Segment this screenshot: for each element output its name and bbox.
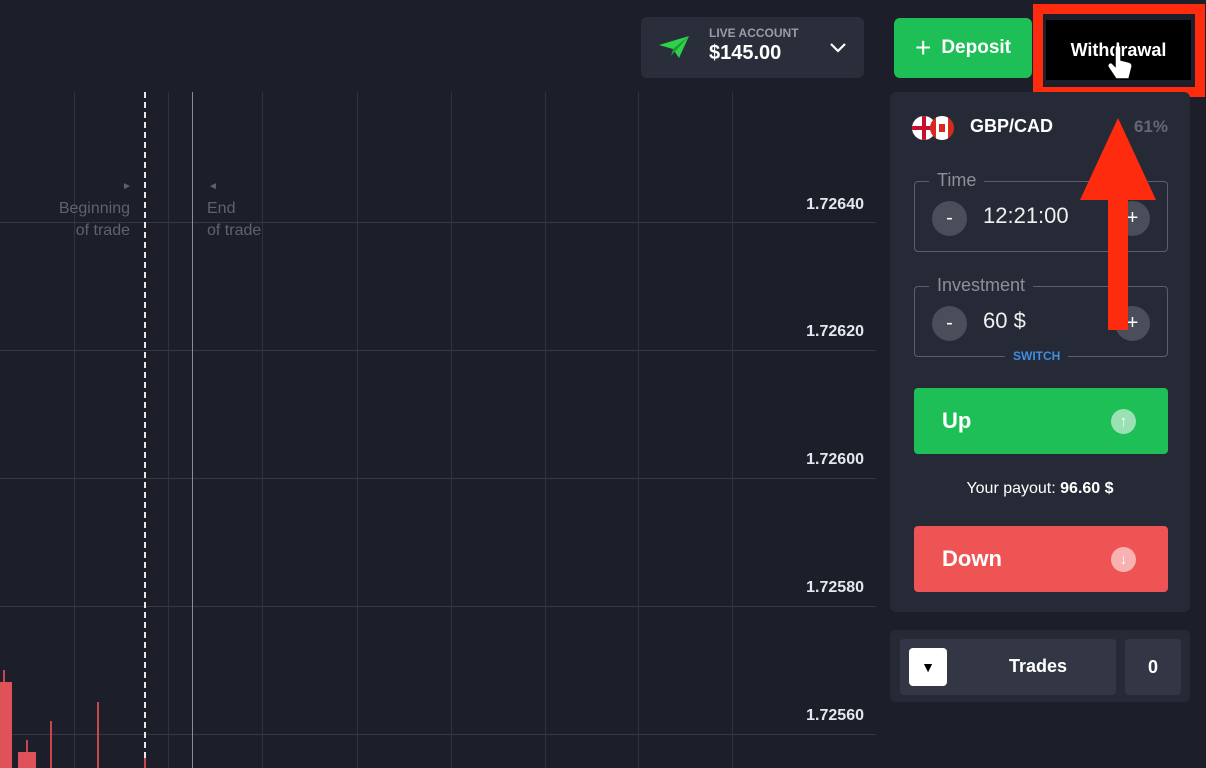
candle-wick (144, 758, 146, 768)
account-selector[interactable]: LIVE ACCOUNT $145.00 (641, 17, 864, 78)
payout-label: Your payout: (966, 480, 1056, 497)
currency-flags-icon (912, 116, 956, 140)
investment-field[interactable]: Investment - 60 $ + SWITCH (914, 275, 1168, 363)
trades-count: 0 (1125, 639, 1181, 695)
hand-cursor-icon (1106, 46, 1133, 80)
payout-percent: 61% (1133, 117, 1168, 136)
gridline (74, 92, 75, 768)
investment-value[interactable]: 60 $ (983, 308, 1026, 333)
trades-bar: ▼ Trades 0 (890, 630, 1190, 702)
time-field[interactable]: Time - 12:21:00 + (914, 170, 1168, 252)
arrow-down-icon: ↓ (1111, 547, 1136, 572)
candle (18, 752, 36, 768)
time-label: Time (929, 170, 985, 191)
plus-icon: + (914, 32, 932, 63)
gridline (0, 350, 876, 351)
down-label: Down (942, 546, 1002, 571)
account-type: LIVE ACCOUNT (709, 26, 799, 40)
investment-minus-button[interactable]: - (932, 306, 967, 341)
payout-info: Your payout: 96.60 $ (890, 480, 1190, 498)
gridline (545, 92, 546, 768)
gridline (732, 92, 733, 768)
candle-wick (50, 721, 52, 768)
price-label: 1.72620 (806, 323, 864, 340)
candle-wick (3, 670, 5, 690)
caret-down-icon: ▼ (909, 648, 947, 686)
gridline (0, 606, 876, 607)
red-arrow-annotation (1080, 118, 1156, 330)
gridline (0, 478, 876, 479)
gridline (0, 734, 876, 735)
gridline (357, 92, 358, 768)
gridline (638, 92, 639, 768)
investment-label: Investment (929, 275, 1034, 296)
end-of-trade-label: End of trade (207, 200, 262, 239)
price-label: 1.72560 (806, 707, 864, 724)
deposit-button[interactable]: + Deposit (894, 18, 1032, 78)
gridline (168, 92, 169, 768)
trade-start-line (144, 92, 146, 768)
payout-value: 96.60 $ (1060, 480, 1114, 497)
trades-toggle[interactable]: ▼ Trades (900, 639, 1116, 695)
chevron-down-icon (830, 43, 846, 53)
price-label: 1.72640 (806, 196, 864, 213)
price-label: 1.72600 (806, 451, 864, 468)
gridline (0, 222, 876, 223)
trade-end-line (192, 92, 193, 768)
paper-plane-icon (659, 36, 689, 58)
up-label: Up (942, 408, 972, 433)
time-value[interactable]: 12:21:00 (983, 203, 1069, 228)
candle-wick (97, 702, 99, 768)
arrow-left-icon: ◄ (208, 181, 218, 192)
account-balance: $145.00 (709, 42, 782, 64)
price-label: 1.72580 (806, 579, 864, 596)
arrow-up-icon: ↑ (1111, 409, 1136, 434)
switch-link[interactable]: SWITCH (1005, 349, 1069, 363)
down-button[interactable]: Down ↓ (914, 526, 1168, 592)
time-minus-button[interactable]: - (932, 201, 967, 236)
beginning-of-trade-label: Beginning of trade (58, 200, 130, 239)
deposit-label: Deposit (941, 37, 1012, 58)
arrow-right-icon: ► (122, 181, 132, 192)
gridline (451, 92, 452, 768)
asset-pair[interactable]: GBP/CAD (970, 116, 1054, 136)
gridline (262, 92, 263, 768)
candle (0, 682, 12, 768)
up-button[interactable]: Up ↑ (914, 388, 1168, 454)
trades-label: Trades (1008, 656, 1068, 676)
